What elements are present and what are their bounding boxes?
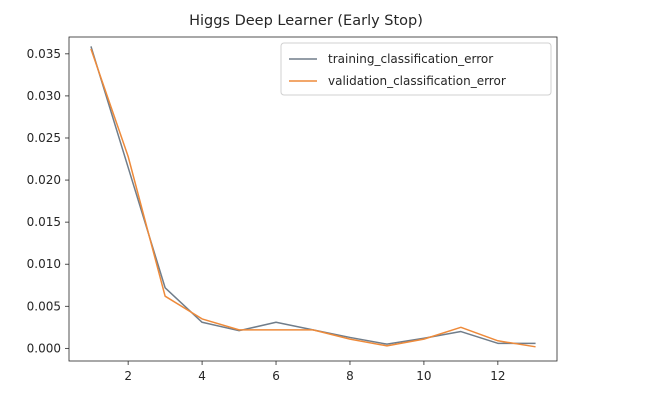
y-tick-label: 0.015 (27, 215, 61, 229)
x-tick-label: 2 (124, 369, 132, 383)
x-tick-label: 6 (272, 369, 280, 383)
y-tick-label: 0.000 (27, 341, 61, 355)
y-tick-label: 0.005 (27, 299, 61, 313)
x-tick-label: 4 (198, 369, 206, 383)
chart-title: Higgs Deep Learner (Early Stop) (189, 13, 423, 29)
y-tick-label: 0.010 (27, 257, 61, 271)
y-tick-label: 0.025 (27, 131, 61, 145)
x-tick-label: 12 (490, 369, 505, 383)
plot-area: 2 4 6 8 10 12 0.000 0.005 0.010 0.015 0.020 0.025 0.… (27, 36, 558, 383)
y-tick-label: 0.030 (27, 89, 61, 103)
legend-label-2: validation_classification_error (328, 74, 506, 88)
legend: training_classification_error validation_… (280, 42, 552, 96)
series-line-2 (90, 48, 536, 348)
y-tick-label: 0.035 (27, 47, 61, 61)
axes-frame (68, 36, 558, 362)
x-tick-label: 10 (416, 369, 431, 383)
y-tick-label: 0.020 (27, 173, 61, 187)
legend-box (280, 42, 552, 96)
x-tick-label: 8 (346, 369, 354, 383)
legend-label-1: training_classification_error (328, 52, 493, 66)
